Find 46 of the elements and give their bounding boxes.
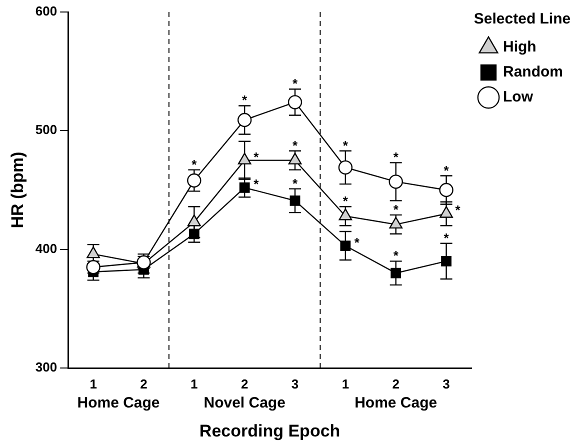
x-tick-label: 1 — [90, 376, 97, 392]
x-tick-label: 1 — [342, 376, 350, 392]
data-label: * — [393, 202, 400, 217]
text: Novel Cage — [204, 394, 286, 412]
x-axis-title: Recording Epoch — [199, 421, 340, 440]
x-tick-label: 2 — [140, 376, 148, 392]
data-label: * — [242, 92, 248, 108]
data-label: * — [292, 176, 298, 191]
point — [390, 268, 402, 278]
data-label: * — [342, 194, 349, 209]
data-label: * — [254, 176, 260, 192]
point — [237, 112, 252, 128]
text: Home Cage — [354, 394, 438, 412]
data-label: * — [393, 248, 400, 264]
point — [290, 195, 300, 206]
x-tick-label: 2 — [392, 376, 400, 392]
y-tick-label: 400 — [35, 240, 58, 256]
point — [187, 173, 202, 188]
point — [340, 240, 351, 251]
data-label: * — [444, 230, 450, 246]
text: Home Cage — [77, 394, 160, 412]
x-tick-label: 2 — [240, 376, 248, 392]
x-tick-label: 1 — [190, 376, 198, 392]
data-label: * — [292, 76, 298, 92]
point — [439, 182, 454, 198]
data-label: * — [354, 234, 360, 250]
y-tick-label: 500 — [35, 122, 58, 138]
point — [338, 160, 353, 175]
data-label: * — [292, 138, 298, 153]
data-label: * — [254, 149, 260, 164]
legend-title: Selected Line — [474, 10, 571, 28]
y-axis-title: HR (bpm) — [8, 152, 27, 228]
data-label: * — [342, 138, 349, 153]
point — [388, 174, 403, 189]
y-tick-label: 300 — [35, 360, 58, 375]
y-tick-label: 600 — [35, 4, 58, 19]
x-tick-label: 3 — [442, 376, 450, 392]
data-label: * — [455, 202, 462, 218]
legend-label: High — [503, 38, 536, 56]
data-label: * — [444, 162, 450, 178]
data-label: * — [192, 156, 198, 172]
legend-label: Low — [503, 88, 534, 106]
data-label: * — [393, 150, 400, 165]
x-tick-label: 3 — [291, 376, 299, 392]
legend-label: Random — [503, 64, 563, 81]
point — [288, 95, 302, 110]
